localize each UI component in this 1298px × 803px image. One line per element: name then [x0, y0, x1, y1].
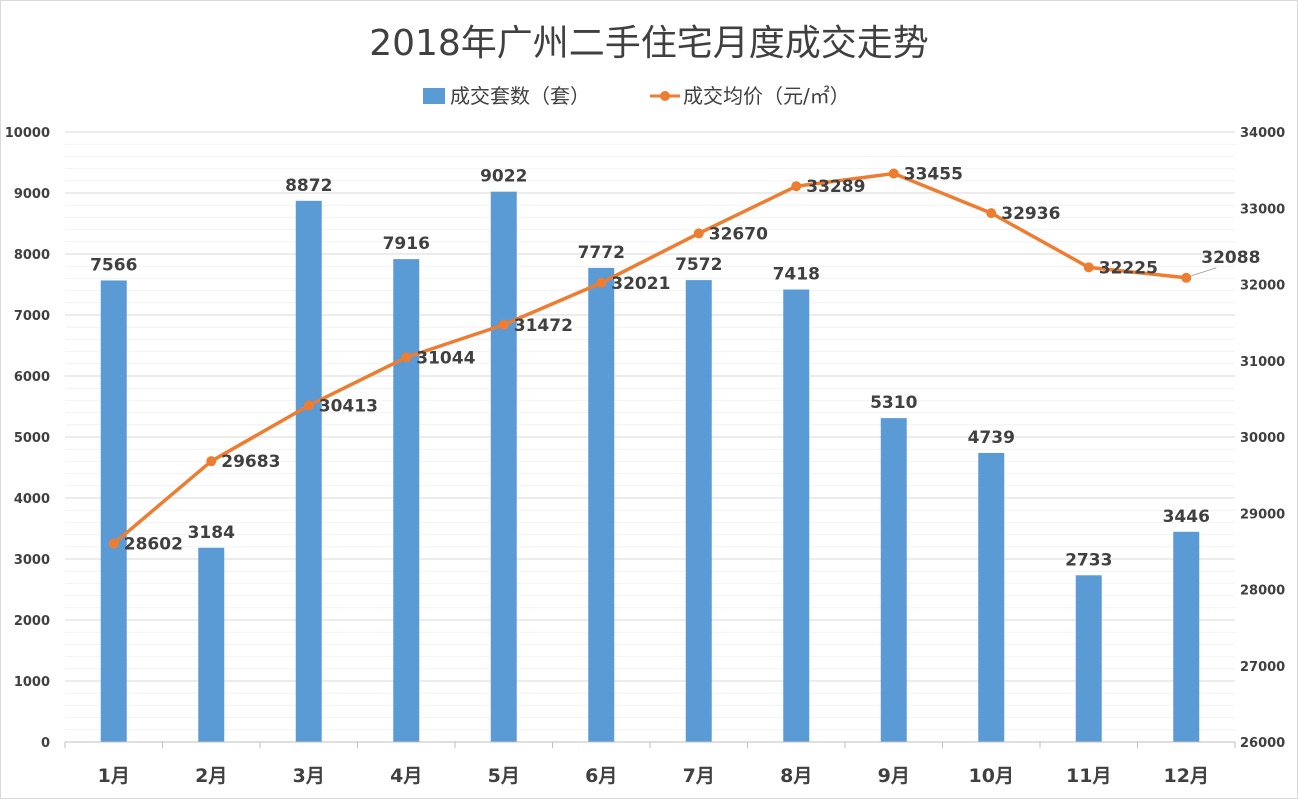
- bar: [198, 547, 225, 742]
- line-marker: [1083, 262, 1094, 273]
- line-marker: [1181, 272, 1192, 283]
- line-series: [108, 168, 1192, 549]
- bar-value-label: 4739: [968, 428, 1015, 448]
- legend: 成交套数（套） 成交均价（元/㎡）: [423, 84, 850, 108]
- bar-value-label: 7772: [578, 243, 625, 263]
- x-axis-tick-label: 5月: [488, 765, 520, 787]
- data-label-leader-line: [1191, 267, 1217, 277]
- line-marker: [986, 208, 997, 219]
- left-axis-tick-label: 6000: [14, 370, 50, 385]
- bar-value-label: 3184: [188, 523, 235, 543]
- line-value-label: 32936: [1001, 204, 1060, 224]
- line-marker: [791, 181, 802, 192]
- right-axis-tick-label: 31000: [1240, 355, 1285, 370]
- bar: [490, 191, 517, 742]
- bar: [880, 418, 907, 742]
- right-axis-tick-label: 26000: [1240, 736, 1285, 751]
- line-value-label: 32021: [611, 274, 670, 294]
- right-axis-tick-label: 27000: [1240, 660, 1285, 675]
- left-axis-tick-label: 3000: [14, 553, 50, 568]
- line-value-label: 31472: [514, 316, 573, 336]
- x-axis-tick-label: 4月: [390, 765, 422, 787]
- line-value-label: 31044: [416, 348, 475, 368]
- bar-value-label: 7418: [773, 265, 820, 285]
- x-axis-tick-label: 12月: [1164, 765, 1209, 787]
- x-axis-tick-label: 3月: [293, 765, 325, 787]
- left-axis-tick-label: 4000: [14, 492, 50, 507]
- right-axis-tick-label: 33000: [1240, 202, 1285, 217]
- left-axis-tick-label: 2000: [14, 614, 50, 629]
- left-axis-tick-label: 0: [41, 736, 50, 751]
- line-value-label: 30413: [319, 397, 378, 417]
- line-marker: [206, 456, 217, 467]
- bar: [1173, 531, 1200, 742]
- legend-label-line: 成交均价（元/㎡）: [683, 84, 850, 108]
- legend-label-bar: 成交套数（套）: [450, 84, 590, 108]
- bar-value-label: 8872: [285, 176, 332, 196]
- left-axis-tick-label: 10000: [5, 126, 50, 141]
- right-axis-tick-label: 29000: [1240, 507, 1285, 522]
- line-value-label: 28602: [124, 535, 183, 555]
- line-value-label: 29683: [221, 452, 280, 472]
- x-axis-tick-label: 10月: [969, 765, 1014, 787]
- x-axis-tick-label: 9月: [878, 765, 910, 787]
- bar-value-label: 9022: [480, 167, 527, 187]
- x-axis-tick-label: 11月: [1066, 765, 1111, 787]
- bar-value-label: 7916: [383, 234, 430, 254]
- x-axis-tick-label: 6月: [585, 765, 617, 787]
- bar-value-label: 5310: [870, 393, 917, 413]
- line-marker: [498, 319, 509, 330]
- line-value-label: 32088: [1201, 248, 1260, 268]
- bar-value-label: 7566: [90, 255, 137, 275]
- bar: [978, 452, 1005, 742]
- legend-swatch-bar: [423, 88, 445, 104]
- line-value-label: 33289: [806, 177, 865, 197]
- bar: [588, 267, 615, 742]
- legend-swatch-marker: [660, 91, 670, 101]
- x-axis-tick-label: 2月: [195, 765, 227, 787]
- line-marker: [888, 168, 899, 179]
- gridlines: [65, 131, 1235, 731]
- bar-series: [100, 191, 1200, 743]
- axes: 0 1000 2000 3000 4000 5000 6000 7000 8000 9000 100…: [5, 126, 1285, 787]
- left-axis-tick-label: 1000: [14, 675, 50, 690]
- chart-title: 2018年广州二手住宅月度成交走势: [369, 23, 929, 64]
- left-axis-tick-label: 8000: [14, 248, 50, 263]
- left-axis-tick-label: 9000: [14, 187, 50, 202]
- line-value-label: 32225: [1099, 258, 1158, 278]
- line-marker: [108, 538, 119, 549]
- line-value-label: 32670: [709, 224, 768, 244]
- x-axis-tick-label: 1月: [98, 765, 130, 787]
- right-axis-tick-label: 30000: [1240, 431, 1285, 446]
- right-axis-tick-label: 34000: [1240, 126, 1285, 141]
- x-axis-tick-label: 8月: [780, 765, 812, 787]
- line-marker: [401, 352, 412, 363]
- right-axis-tick-label: 32000: [1240, 279, 1285, 294]
- bar: [1075, 575, 1102, 742]
- left-axis-tick-label: 5000: [14, 431, 50, 446]
- bar-value-label: 7572: [675, 255, 722, 275]
- data-labels: 7566 3184 8872 7916 9022 7772 7572 7418 5310 4739…: [90, 165, 1260, 571]
- bar-value-label: 3446: [1163, 507, 1210, 527]
- bar-value-label: 2733: [1065, 550, 1112, 570]
- line-marker: [596, 277, 607, 288]
- right-axis-tick-label: 28000: [1240, 584, 1285, 599]
- x-axis-tick-label: 7月: [683, 765, 715, 787]
- bar: [685, 280, 712, 742]
- bar: [295, 200, 322, 743]
- line-marker: [303, 400, 314, 411]
- line-marker: [693, 228, 704, 239]
- left-axis-tick-label: 7000: [14, 309, 50, 324]
- bar: [100, 280, 127, 742]
- bar: [783, 289, 810, 742]
- price-line: [112, 171, 1187, 545]
- bar: [393, 259, 420, 742]
- line-value-label: 33455: [904, 165, 963, 185]
